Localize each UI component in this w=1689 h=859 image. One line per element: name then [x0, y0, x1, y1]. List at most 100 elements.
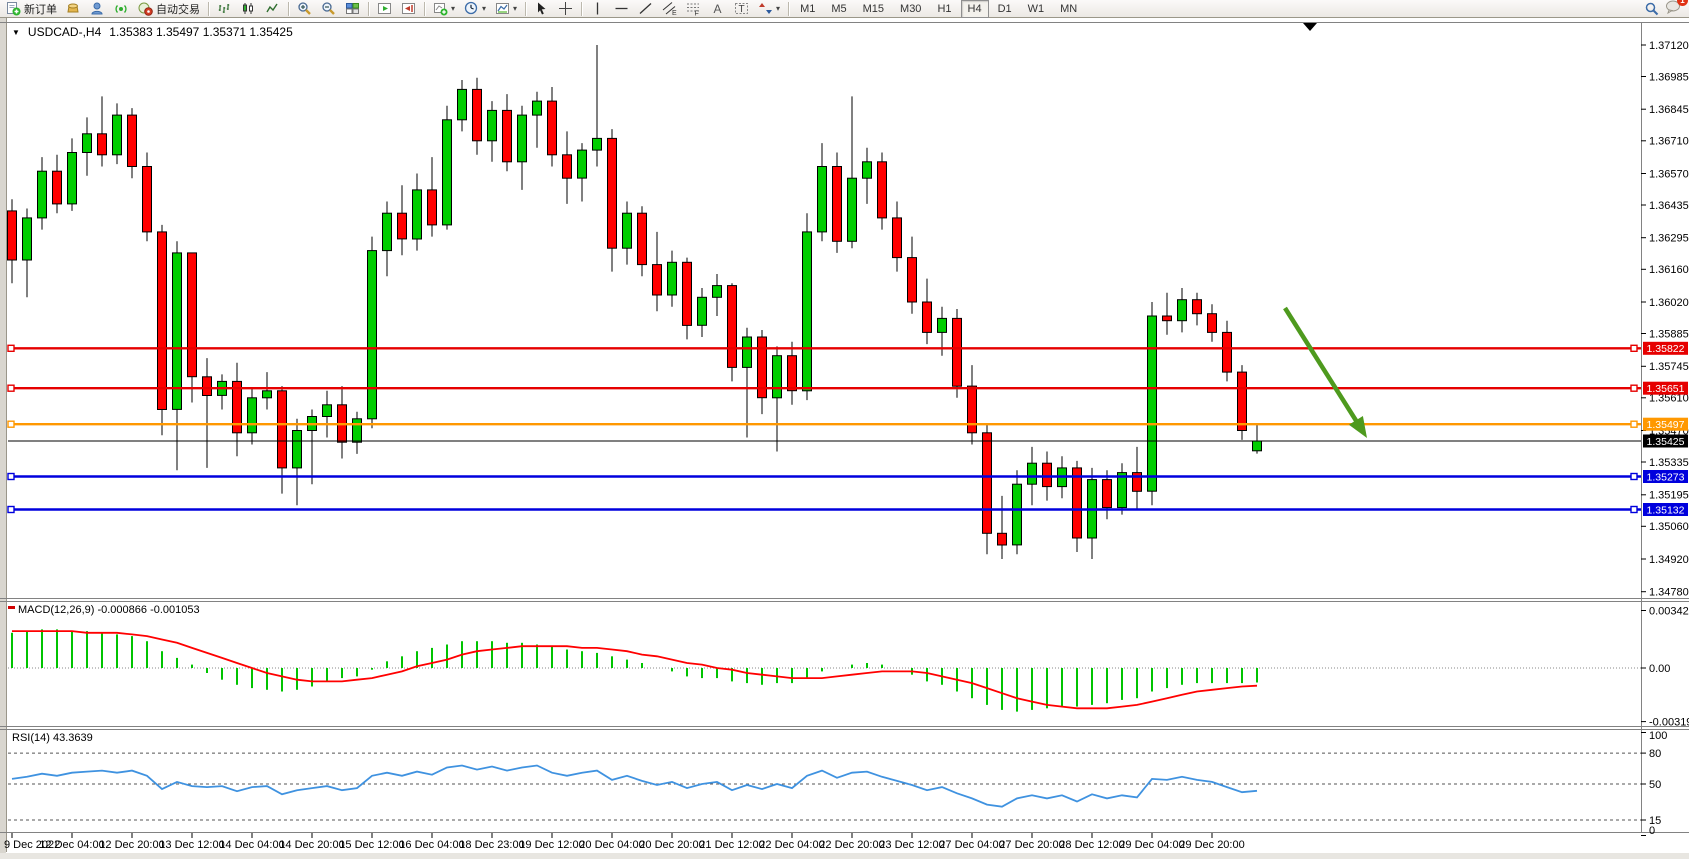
scroll-to-end-button[interactable]: [373, 0, 396, 18]
trendline-icon: [639, 3, 652, 14]
trend-arrow-head: [1348, 416, 1367, 438]
price-tick: 1.36435: [1649, 200, 1689, 212]
timeframe-M1[interactable]: M1: [800, 2, 816, 15]
macd-tick: 0.00: [1649, 663, 1670, 675]
horizontal-line-button[interactable]: [610, 0, 633, 18]
svg-text:T: T: [739, 4, 745, 15]
candle-body: [1207, 313, 1217, 333]
equidistant-channel-icon: E: [662, 2, 677, 16]
tile-windows-icon: [346, 3, 359, 14]
text-button[interactable]: A: [706, 0, 729, 18]
new-order-button[interactable]: 新订单: [2, 0, 61, 18]
zoom-out-button[interactable]: [317, 0, 340, 18]
profile-button[interactable]: [86, 0, 109, 18]
price-tick: 1.35745: [1649, 361, 1689, 373]
candle-body: [832, 166, 842, 242]
equidistant-channel-button[interactable]: E: [658, 0, 681, 18]
autotrading-icon: [138, 2, 153, 16]
candlestick-button[interactable]: [237, 0, 260, 18]
svg-text:A: A: [714, 2, 722, 16]
candle-body: [277, 390, 287, 469]
candle-body: [112, 114, 122, 156]
rsi-label: RSI(14) 43.3639: [12, 732, 93, 744]
candle-body: [1177, 299, 1187, 322]
price-tick: 1.36845: [1649, 104, 1689, 116]
timeframe-bar: M1 M5 M15 M30 H1 H4 D1 W1 MN: [793, 0, 1084, 18]
candle-body: [7, 210, 17, 261]
svg-text:1.35497: 1.35497: [1647, 419, 1685, 431]
candle-body: [967, 385, 977, 434]
time-label: 22 Dec 04:00: [759, 839, 824, 851]
candle-body: [1162, 315, 1172, 322]
candle-body: [1252, 440, 1262, 452]
timeframe-M15[interactable]: M15: [862, 2, 885, 15]
candle-body: [1027, 462, 1037, 485]
chart-area[interactable]: 1.37120 1.36985 1.36845 1.36710 1.36570 1.364…: [0, 18, 1689, 859]
svg-text:E: E: [672, 10, 677, 16]
add-indicator-button[interactable]: ▾: [429, 0, 459, 18]
periods-caret: ▾: [482, 3, 487, 13]
candle-body: [562, 154, 572, 179]
toolbar-separator: [525, 1, 527, 16]
price-tick: 1.34780: [1649, 587, 1689, 599]
cursor-button[interactable]: [530, 0, 553, 18]
symbol-dropdown-icon[interactable]: ▼: [12, 27, 20, 37]
hline-handle: [7, 344, 15, 352]
svg-text:1.35822: 1.35822: [1647, 343, 1685, 355]
candle-body: [907, 257, 917, 303]
zoom-in-button[interactable]: [293, 0, 316, 18]
tile-windows-button[interactable]: [341, 0, 364, 18]
price-tick: 1.37120: [1649, 40, 1689, 52]
market-watch-button[interactable]: [62, 0, 85, 18]
line-chart-button[interactable]: [261, 0, 284, 18]
chat-button[interactable]: 1: [1665, 0, 1688, 19]
chart-canvas[interactable]: 1.37120 1.36985 1.36845 1.36710 1.36570 1.364…: [0, 18, 1689, 859]
timeframe-MN[interactable]: MN: [1060, 2, 1078, 15]
fibonacci-button[interactable]: F: [682, 0, 705, 18]
candle-body: [757, 336, 767, 399]
arrows-icon: [759, 3, 773, 14]
time-label: 18 Dec 23:00: [459, 839, 524, 851]
toolbar: 新订单 自动交易: [0, 0, 1689, 18]
rsi-tick: 15: [1649, 815, 1661, 827]
vertical-line-button[interactable]: [586, 0, 609, 18]
templates-icon: [496, 3, 510, 14]
time-label: 22 Dec 20:00: [819, 839, 884, 851]
timeframe-W1[interactable]: W1: [1027, 2, 1045, 15]
fibonacci-icon: F: [687, 3, 700, 16]
price-tick: 1.35885: [1649, 328, 1689, 340]
search-icon[interactable]: [1644, 1, 1659, 16]
price-tag: [1643, 470, 1688, 483]
timeframe-D1[interactable]: D1: [997, 2, 1012, 15]
candle-body: [727, 285, 737, 368]
autotrading-button[interactable]: 自动交易: [134, 0, 204, 18]
market-watch-icon: [67, 3, 79, 13]
auto-scroll-button[interactable]: [397, 0, 420, 18]
candle-body: [1012, 483, 1022, 546]
rsi-line: [11, 764, 1258, 808]
timeframe-M5[interactable]: M5: [831, 2, 847, 15]
candle-body: [37, 170, 47, 219]
candle-body: [997, 532, 1007, 546]
time-label: 21 Dec 12:00: [699, 839, 764, 851]
timeframe-H4[interactable]: H4: [960, 0, 989, 18]
timeframe-H1[interactable]: H1: [937, 2, 952, 15]
candle-body: [802, 231, 812, 392]
price-tag: [1643, 434, 1688, 448]
signals-button[interactable]: [110, 0, 133, 18]
periods-button[interactable]: ▾: [460, 0, 490, 18]
templates-button[interactable]: ▾: [491, 0, 521, 18]
price-tick: 1.35060: [1649, 521, 1689, 533]
candle-body: [532, 100, 542, 116]
text-label-button[interactable]: T: [730, 0, 753, 18]
rsi-tick: 50: [1649, 779, 1661, 791]
zoom-out-icon: [322, 2, 335, 15]
crosshair-button[interactable]: [554, 0, 577, 18]
bar-chart-button[interactable]: [213, 0, 236, 18]
arrows-button[interactable]: ▾: [754, 0, 784, 18]
time-label: 12 Dec 04:00: [39, 839, 104, 851]
timeframe-M30[interactable]: M30: [900, 2, 922, 15]
price-tick: 1.36020: [1649, 297, 1689, 309]
trendline-button[interactable]: [634, 0, 657, 18]
